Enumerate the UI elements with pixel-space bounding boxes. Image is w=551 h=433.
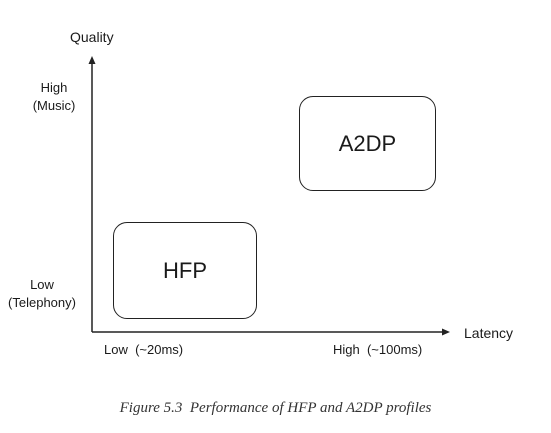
a2dp-box: A2DP: [299, 96, 436, 191]
y-low-label-line1: Low: [30, 277, 54, 292]
hfp-label: HFP: [163, 257, 207, 283]
y-high-label: High (Music): [26, 79, 82, 115]
x-axis-label: Latency: [464, 325, 514, 341]
x-axis-arrowhead: [442, 328, 450, 336]
x-low-label: Low (~20ms): [104, 342, 184, 357]
y-axis-label: Quality: [70, 29, 114, 45]
y-high-label-line1: High: [40, 80, 68, 95]
y-axis-arrowhead: [88, 56, 96, 64]
a2dp-label: A2DP: [338, 130, 397, 156]
y-low-label-line2: (Telephony): [8, 295, 76, 310]
figure-caption: Figure 5.3 Performance of HFP and A2DP p…: [119, 400, 432, 416]
y-high-label-line2: (Music): [32, 98, 76, 113]
y-low-label: Low (Telephony): [0, 276, 84, 312]
hfp-box: HFP: [113, 222, 257, 319]
x-high-label: High (~100ms): [333, 342, 423, 357]
